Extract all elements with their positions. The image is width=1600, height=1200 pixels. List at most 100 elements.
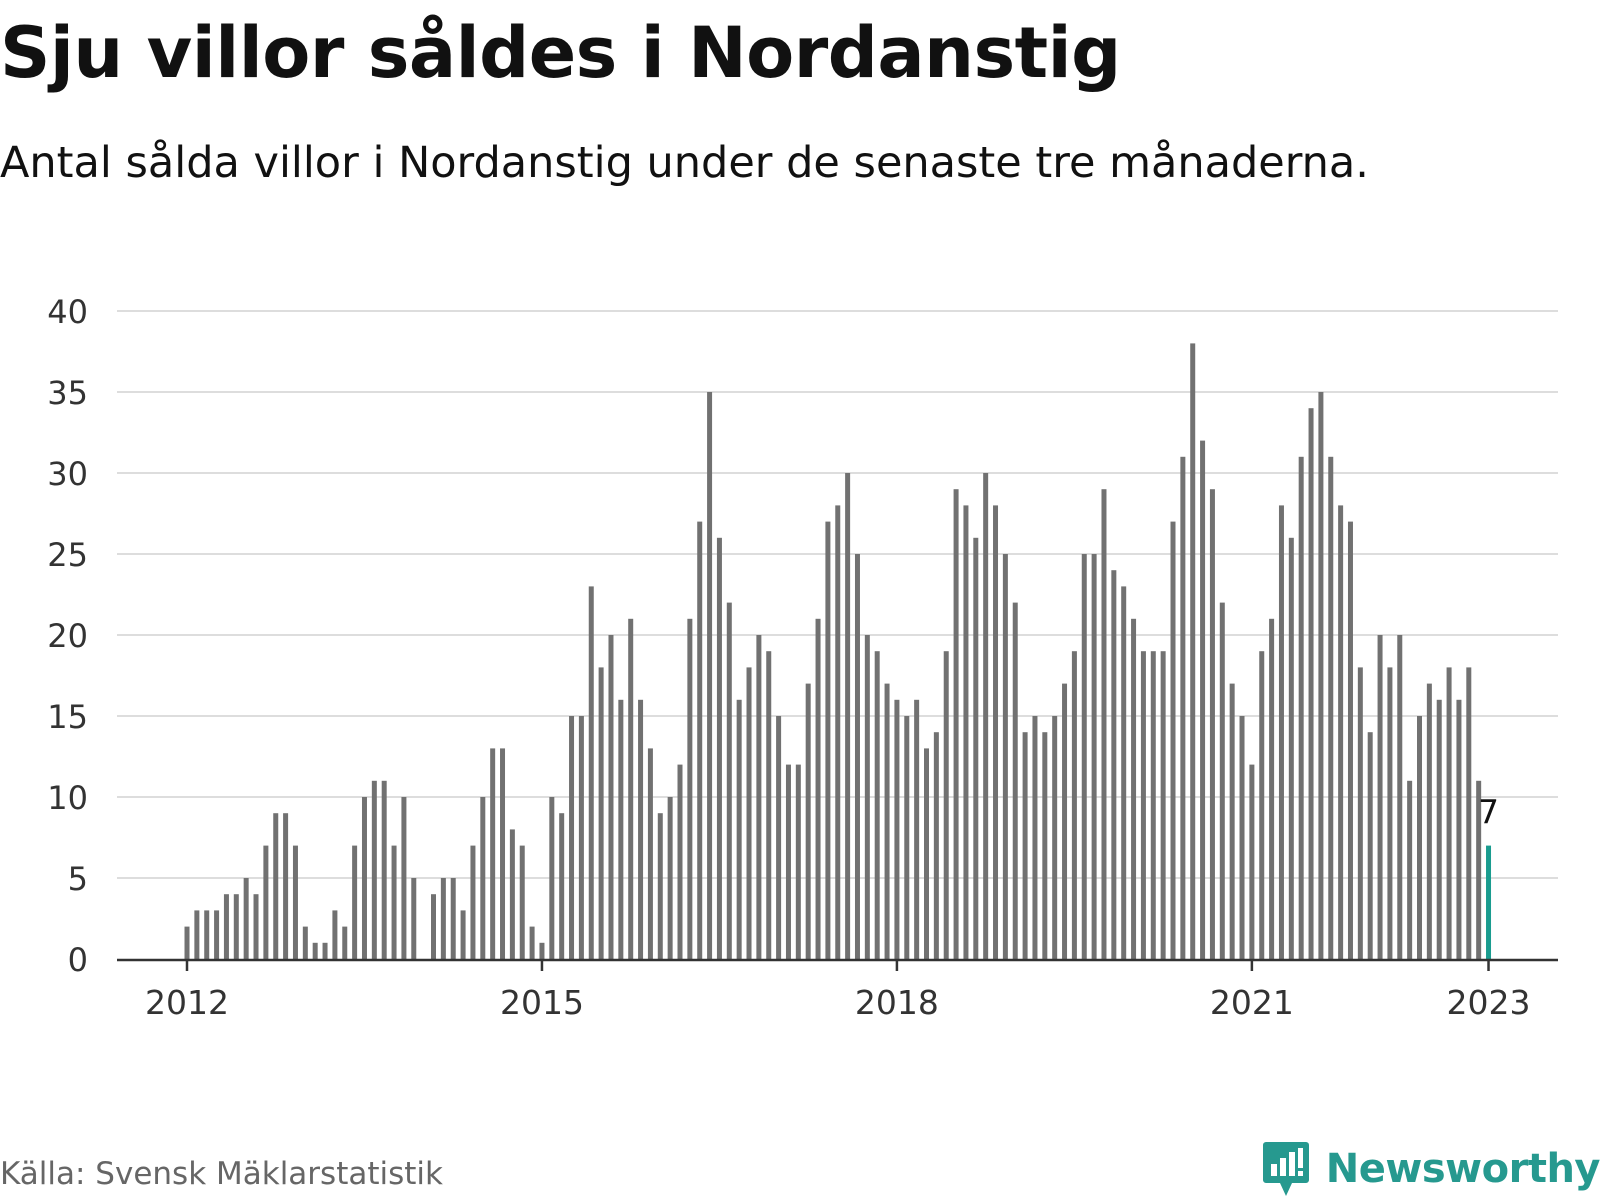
bar	[1318, 392, 1324, 959]
bar	[1022, 732, 1028, 959]
bar	[1298, 456, 1304, 959]
bar	[687, 618, 693, 959]
bar	[805, 683, 811, 959]
bar	[1367, 732, 1373, 959]
bar	[726, 602, 732, 959]
bar	[697, 521, 703, 959]
bar	[332, 910, 338, 959]
bar	[1328, 456, 1334, 959]
bar	[204, 910, 210, 959]
bar	[1091, 554, 1097, 959]
bar	[312, 942, 318, 959]
bar	[598, 667, 604, 959]
bar	[1131, 618, 1137, 959]
bar	[874, 651, 880, 959]
source-credit: Källa: Svensk Mäklarstatistik	[0, 1156, 443, 1192]
bar	[559, 813, 565, 959]
bar	[480, 797, 486, 959]
bar	[1219, 602, 1225, 959]
bar	[352, 845, 358, 959]
y-tick-label: 35	[47, 374, 88, 412]
bar	[815, 618, 821, 959]
y-tick-label: 15	[47, 698, 88, 736]
bar	[1111, 570, 1117, 959]
bar	[233, 894, 239, 959]
bar	[766, 651, 772, 959]
bar	[1466, 667, 1472, 959]
bar	[924, 748, 929, 959]
bar	[1288, 537, 1294, 959]
bar	[1170, 521, 1176, 959]
bar	[431, 894, 436, 959]
bar	[845, 473, 851, 959]
bar	[1446, 667, 1452, 959]
y-tick-label: 40	[47, 293, 88, 331]
newsworthy-logo-text: Newsworthy	[1325, 1146, 1600, 1192]
bar	[1249, 764, 1255, 959]
bar	[411, 878, 417, 959]
bar	[302, 926, 308, 959]
bar	[746, 667, 752, 959]
bar	[647, 748, 653, 959]
bar	[1347, 521, 1353, 959]
bar	[1426, 683, 1432, 959]
bar	[1209, 489, 1215, 959]
bar	[381, 780, 387, 959]
bar	[973, 537, 979, 959]
bar	[1476, 780, 1482, 959]
bar	[756, 635, 762, 959]
bar	[1101, 489, 1107, 959]
bar	[569, 716, 575, 959]
bar	[904, 716, 910, 959]
bar	[993, 505, 999, 959]
bar	[628, 618, 634, 959]
bar	[342, 926, 348, 959]
bar	[1259, 651, 1265, 959]
x-tick-label: 2023	[1447, 983, 1531, 1022]
bar	[283, 813, 289, 959]
bar	[1229, 683, 1235, 959]
bar	[1239, 716, 1245, 959]
bar	[490, 748, 496, 959]
bar	[1140, 651, 1146, 959]
bar	[933, 732, 939, 959]
y-tick-label: 20	[47, 617, 88, 655]
bar	[943, 651, 949, 959]
bar	[894, 699, 900, 959]
x-tick-label: 2012	[145, 983, 229, 1022]
y-tick-label: 5	[68, 860, 88, 898]
bar	[785, 764, 791, 959]
x-tick-label: 2015	[500, 983, 584, 1022]
bar	[736, 699, 742, 959]
chart-subtitle: Antal sålda villor i Nordanstig under de…	[0, 138, 1369, 188]
bar	[1387, 667, 1393, 959]
bar	[1407, 780, 1413, 959]
bar	[194, 910, 200, 959]
bar	[1417, 716, 1422, 959]
bar	[1081, 554, 1087, 959]
y-axis-ticks: 0 5 10 15 20 25 30 35 40	[47, 293, 88, 979]
bar	[825, 521, 831, 959]
bar	[361, 797, 367, 959]
bar	[1121, 586, 1127, 959]
bar	[1377, 635, 1383, 959]
bar	[1357, 667, 1363, 959]
bar	[1200, 440, 1206, 960]
y-tick-label: 25	[47, 536, 88, 574]
bar	[1278, 505, 1284, 959]
bar	[1002, 554, 1008, 959]
bar	[470, 845, 476, 959]
bar	[253, 894, 259, 959]
bar	[983, 473, 989, 959]
bar	[1308, 408, 1314, 959]
bar	[1052, 716, 1058, 959]
bar	[509, 829, 515, 959]
bar	[292, 845, 298, 959]
bar	[1190, 343, 1196, 959]
bars	[184, 343, 1492, 960]
bar	[953, 489, 959, 959]
bar	[1397, 635, 1403, 959]
bar	[1042, 732, 1048, 959]
bar	[1436, 699, 1442, 959]
bar	[835, 505, 841, 959]
